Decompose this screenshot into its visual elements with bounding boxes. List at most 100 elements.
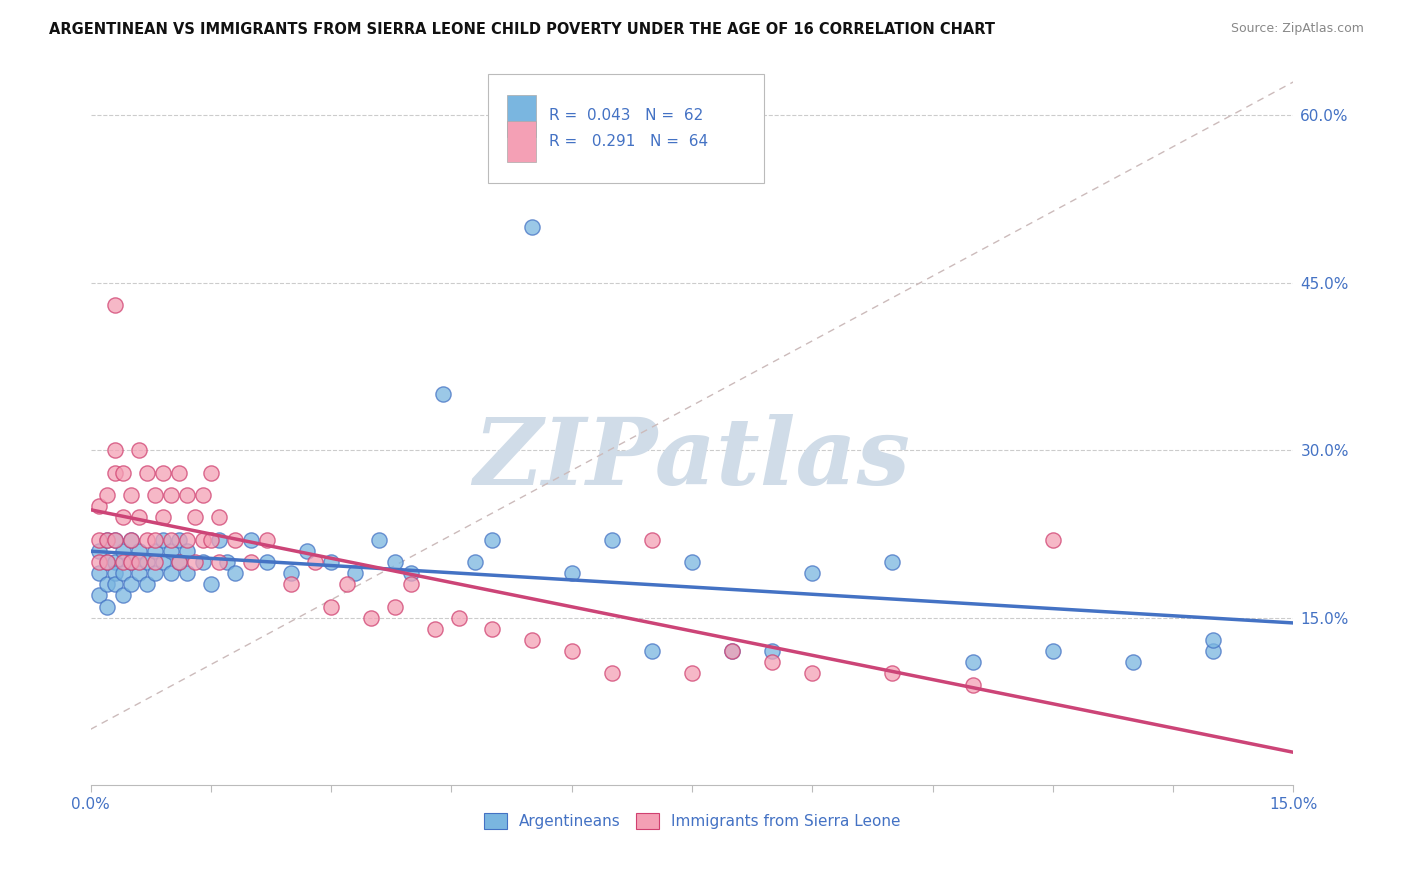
Text: R =  0.043   N =  62: R = 0.043 N = 62 [548, 108, 703, 123]
Point [215, 555, 238, 569]
Point [159, 566, 181, 580]
Point [167, 466, 190, 480]
Point [143, 543, 166, 558]
Point [962, 656, 984, 670]
Point [104, 566, 127, 580]
Point [143, 488, 166, 502]
Point [761, 644, 783, 658]
Point [87, 555, 110, 569]
Point [481, 622, 503, 636]
Point [191, 533, 214, 547]
Point [135, 555, 157, 569]
Point [208, 533, 231, 547]
Point [721, 644, 744, 658]
Point [143, 555, 166, 569]
Point [87, 499, 110, 513]
FancyBboxPatch shape [506, 95, 536, 136]
Point [120, 555, 142, 569]
Point [256, 533, 278, 547]
Point [761, 656, 783, 670]
Point [882, 555, 904, 569]
Point [120, 533, 142, 547]
Point [184, 510, 207, 524]
Point [176, 488, 198, 502]
Point [128, 555, 150, 569]
Point [159, 543, 181, 558]
Point [87, 566, 110, 580]
Point [200, 577, 222, 591]
Point [200, 466, 222, 480]
Point [1042, 644, 1064, 658]
Point [111, 566, 134, 580]
Y-axis label: Child Poverty Under the Age of 16: Child Poverty Under the Age of 16 [0, 292, 7, 553]
Point [104, 466, 127, 480]
FancyBboxPatch shape [488, 74, 763, 183]
Point [1042, 533, 1064, 547]
Text: R =   0.291   N =  64: R = 0.291 N = 64 [548, 134, 709, 149]
Point [721, 644, 744, 658]
Point [111, 555, 134, 569]
Point [152, 555, 174, 569]
Point [111, 588, 134, 602]
Point [1122, 656, 1144, 670]
Point [360, 610, 382, 624]
Point [240, 555, 263, 569]
Point [176, 543, 198, 558]
Point [96, 555, 118, 569]
Point [321, 599, 343, 614]
Point [425, 622, 447, 636]
Point [401, 577, 423, 591]
Point [120, 488, 142, 502]
Point [280, 577, 302, 591]
Point [464, 555, 486, 569]
Point [111, 510, 134, 524]
Point [96, 533, 118, 547]
Point [167, 555, 190, 569]
Point [280, 566, 302, 580]
Point [159, 488, 181, 502]
Point [882, 666, 904, 681]
Point [561, 566, 583, 580]
Point [159, 533, 181, 547]
FancyBboxPatch shape [506, 120, 536, 161]
Point [224, 533, 246, 547]
Point [104, 533, 127, 547]
Point [600, 666, 623, 681]
Text: ZIPatlas: ZIPatlas [474, 414, 911, 504]
Point [191, 555, 214, 569]
Point [384, 599, 406, 614]
Point [135, 577, 157, 591]
Point [128, 510, 150, 524]
Point [104, 555, 127, 569]
Point [176, 533, 198, 547]
Point [128, 543, 150, 558]
Point [641, 644, 664, 658]
Point [128, 566, 150, 580]
Text: Source: ZipAtlas.com: Source: ZipAtlas.com [1230, 22, 1364, 36]
Point [184, 555, 207, 569]
Point [96, 488, 118, 502]
Point [152, 510, 174, 524]
Point [104, 298, 127, 312]
Point [120, 577, 142, 591]
Point [801, 666, 824, 681]
Point [104, 533, 127, 547]
Point [432, 387, 454, 401]
Point [641, 533, 664, 547]
Point [96, 577, 118, 591]
Point [449, 610, 471, 624]
Point [1202, 644, 1225, 658]
Point [135, 533, 157, 547]
Point [401, 566, 423, 580]
Point [167, 533, 190, 547]
Point [520, 220, 543, 235]
Point [200, 533, 222, 547]
Point [384, 555, 406, 569]
Point [176, 566, 198, 580]
Point [520, 632, 543, 647]
Point [801, 566, 824, 580]
Point [135, 466, 157, 480]
Point [111, 466, 134, 480]
Point [962, 678, 984, 692]
Point [344, 566, 367, 580]
